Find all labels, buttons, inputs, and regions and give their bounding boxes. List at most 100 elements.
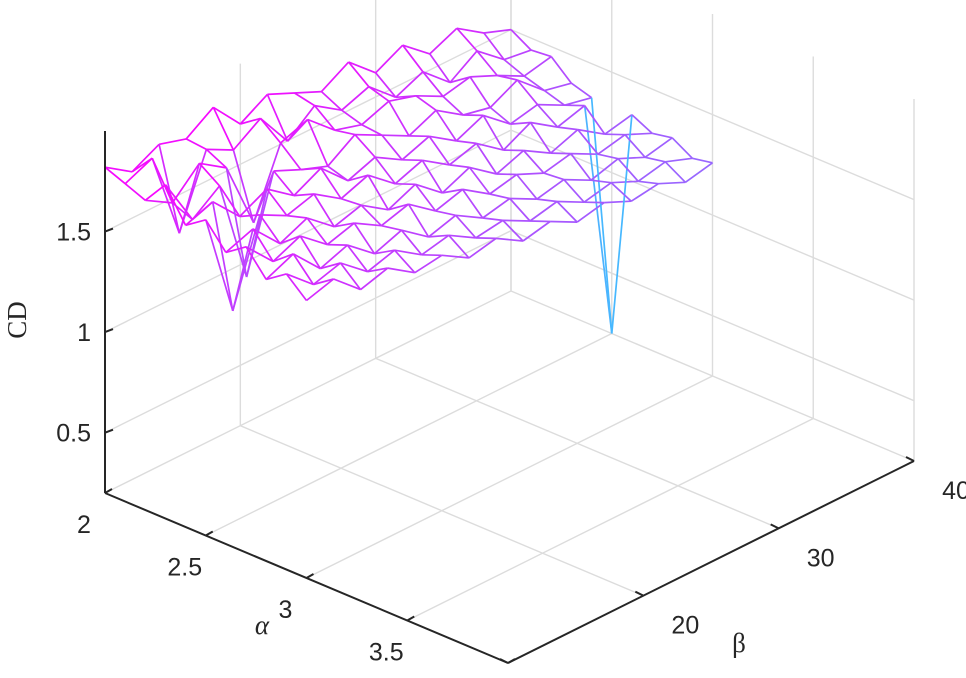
mesh-segment bbox=[597, 134, 626, 155]
mesh-segment bbox=[245, 246, 267, 280]
mesh-segment bbox=[617, 158, 639, 182]
grid-line bbox=[104, 129, 512, 333]
mesh-segment bbox=[543, 172, 565, 181]
mesh-segment bbox=[497, 74, 525, 77]
mesh-segment bbox=[509, 197, 537, 200]
mesh-segment bbox=[294, 90, 322, 94]
mesh-segment bbox=[415, 183, 443, 194]
mesh-segment bbox=[327, 243, 348, 246]
mesh-segment bbox=[374, 249, 395, 255]
mesh-segment bbox=[388, 100, 410, 137]
mesh-segment bbox=[455, 214, 483, 219]
y-tick-label: 40 bbox=[942, 477, 966, 505]
mesh-segment bbox=[522, 220, 551, 242]
mesh-segment bbox=[259, 214, 281, 245]
y-tick-mark bbox=[634, 590, 644, 597]
mesh-segment bbox=[239, 214, 260, 218]
mesh-segment bbox=[361, 204, 389, 211]
mesh-segment bbox=[456, 27, 478, 52]
mesh-segment bbox=[387, 183, 416, 211]
mesh-segment bbox=[408, 109, 437, 137]
mesh-segment bbox=[294, 92, 316, 107]
mesh-segment bbox=[259, 214, 287, 217]
mesh-segment bbox=[327, 165, 349, 182]
x-tick-label: 3 bbox=[279, 596, 293, 624]
mesh-segment bbox=[529, 122, 552, 154]
mesh-segment bbox=[367, 249, 396, 273]
mesh-segment bbox=[368, 85, 397, 99]
mesh-segment bbox=[576, 201, 605, 223]
mesh-segment bbox=[394, 159, 423, 185]
mesh-segment bbox=[448, 142, 477, 166]
y-tick-label: 20 bbox=[671, 612, 699, 640]
mesh-segment bbox=[266, 188, 288, 217]
mesh-segment bbox=[211, 201, 234, 312]
mesh-segment bbox=[611, 180, 639, 184]
y-tick-mark bbox=[905, 456, 915, 462]
mesh-segment bbox=[543, 152, 572, 174]
mesh-segment bbox=[570, 82, 593, 99]
mesh-segment bbox=[482, 217, 504, 222]
mesh-segment bbox=[604, 114, 633, 135]
mesh-segment bbox=[624, 132, 653, 136]
mesh-segment bbox=[212, 106, 241, 125]
mesh-segment bbox=[584, 105, 606, 135]
mesh-segment bbox=[334, 222, 355, 228]
mesh-segment bbox=[462, 188, 490, 195]
mesh-segment bbox=[456, 27, 485, 34]
mesh-segment bbox=[151, 157, 174, 204]
mesh-segment bbox=[375, 156, 403, 161]
mesh-segment bbox=[252, 170, 275, 224]
mesh-segment bbox=[361, 100, 390, 126]
mesh-segment bbox=[320, 262, 341, 270]
mesh-segment bbox=[306, 217, 328, 246]
mesh-segment bbox=[658, 181, 686, 185]
mesh-segment bbox=[300, 167, 321, 171]
mesh-segment bbox=[590, 158, 619, 181]
mesh-segment bbox=[692, 157, 713, 164]
mesh-segment bbox=[313, 278, 334, 286]
mesh-segment bbox=[442, 188, 463, 194]
grid-line bbox=[375, 357, 779, 529]
mesh-segment bbox=[124, 157, 153, 185]
mesh-segment bbox=[387, 267, 415, 274]
mesh-segment bbox=[665, 157, 693, 163]
z-tick-label: 1 bbox=[77, 319, 91, 347]
mesh-segment bbox=[537, 103, 565, 107]
mesh-segment bbox=[266, 188, 295, 197]
mesh-segment bbox=[455, 214, 477, 239]
mesh-segment bbox=[408, 203, 436, 212]
mesh-segment bbox=[510, 29, 532, 51]
mesh-segment bbox=[307, 118, 336, 131]
mesh-segment bbox=[367, 174, 390, 211]
mesh-segment bbox=[360, 267, 389, 291]
mesh-segment bbox=[449, 164, 470, 169]
mesh-segment bbox=[185, 138, 207, 151]
mesh-segment bbox=[684, 162, 713, 183]
mesh-segment bbox=[468, 237, 497, 259]
mesh-segment bbox=[259, 117, 282, 144]
mesh-segment bbox=[435, 210, 456, 217]
mesh-segment bbox=[320, 167, 349, 182]
mesh-segment bbox=[489, 79, 518, 109]
mesh-segment bbox=[333, 278, 361, 291]
mesh-segment bbox=[395, 182, 416, 186]
mesh-segment bbox=[273, 168, 301, 172]
mesh-segment bbox=[618, 156, 646, 160]
grid-line bbox=[104, 290, 512, 494]
mesh-segment bbox=[340, 197, 362, 207]
mesh-segment bbox=[266, 94, 289, 142]
mesh-segment bbox=[231, 228, 254, 312]
mesh-segment bbox=[489, 106, 511, 125]
y-tick-mark bbox=[770, 523, 780, 530]
mesh-segment bbox=[590, 97, 613, 334]
mesh-segment bbox=[286, 193, 315, 217]
y-axis-line bbox=[507, 460, 915, 664]
mesh-segment bbox=[421, 159, 444, 194]
mesh-segment bbox=[530, 49, 552, 58]
mesh-segment bbox=[483, 114, 511, 125]
mesh-segment bbox=[373, 229, 403, 255]
mesh-segment bbox=[516, 172, 544, 176]
mesh-segment bbox=[240, 117, 261, 125]
